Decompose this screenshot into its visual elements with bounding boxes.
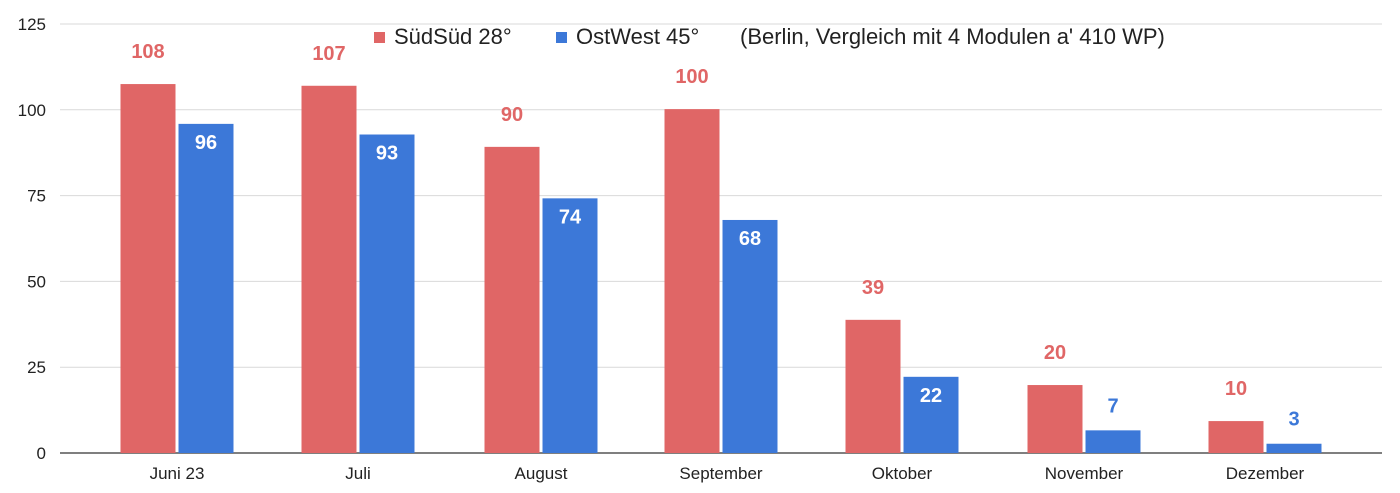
bar-series-1 xyxy=(903,376,959,453)
legend-note: (Berlin, Vergleich mit 4 Modulen a' 410 … xyxy=(740,24,1165,49)
x-tick-label: Juli xyxy=(345,464,371,483)
x-tick-label: November xyxy=(1045,464,1124,483)
y-tick-label: 0 xyxy=(37,444,46,463)
x-tick-label: August xyxy=(515,464,568,483)
bar-series-1 xyxy=(1085,430,1141,453)
data-label-series-0: 20 xyxy=(1044,342,1066,364)
data-label-series-0: 10 xyxy=(1225,378,1247,400)
data-label-series-1: 68 xyxy=(739,228,761,250)
data-label-series-1: 74 xyxy=(559,206,582,228)
data-label-series-1: 96 xyxy=(195,132,217,154)
bar-series-1 xyxy=(359,134,415,453)
bars xyxy=(120,84,1322,454)
bar-series-0 xyxy=(120,84,176,453)
bar-series-0 xyxy=(484,146,540,453)
y-tick-label: 100 xyxy=(18,101,46,120)
bar-series-1 xyxy=(542,198,598,453)
x-axis-ticks: Juni 23 Juli August September Oktober Novembe… xyxy=(150,464,1305,483)
legend: SüdSüd 28° OstWest 45° (Berlin, Vergleic… xyxy=(374,24,1165,49)
data-label-series-1: 22 xyxy=(920,385,942,407)
data-label-series-0: 39 xyxy=(862,277,884,299)
legend-swatch-series-1 xyxy=(556,32,567,43)
bar-series-1 xyxy=(722,219,778,453)
gridlines xyxy=(60,23,1382,454)
bar-series-0 xyxy=(1208,421,1264,453)
legend-swatch-series-0 xyxy=(374,32,385,43)
x-tick-label: September xyxy=(679,464,762,483)
data-label-series-1: 7 xyxy=(1107,395,1118,417)
bar-series-1 xyxy=(178,123,234,453)
data-label-series-1: 93 xyxy=(376,143,398,165)
bar-series-0 xyxy=(301,85,357,453)
y-tick-label: 75 xyxy=(27,187,46,206)
data-label-series-0: 100 xyxy=(675,66,708,88)
data-label-series-1: 3 xyxy=(1288,409,1299,431)
y-tick-label: 50 xyxy=(27,272,46,291)
x-tick-label: Oktober xyxy=(872,464,933,483)
data-labels: 108 96 107 93 90 74 100 68 39 22 20 7 10 3 xyxy=(131,41,1299,431)
data-label-series-0: 107 xyxy=(312,43,345,65)
bar-series-0 xyxy=(1027,385,1083,453)
y-axis-ticks: 0 25 50 75 100 125 xyxy=(18,15,46,463)
legend-label-series-1: OstWest 45° xyxy=(576,24,699,49)
data-label-series-0: 108 xyxy=(131,41,164,63)
legend-label-series-0: SüdSüd 28° xyxy=(394,24,512,49)
x-tick-label: Juni 23 xyxy=(150,464,205,483)
bar-series-0 xyxy=(664,109,720,454)
y-tick-label: 25 xyxy=(27,358,46,377)
bar-series-1 xyxy=(1266,443,1322,453)
y-tick-label: 125 xyxy=(18,15,46,34)
bar-series-0 xyxy=(845,319,901,453)
data-label-series-0: 90 xyxy=(501,104,523,126)
x-tick-label: Dezember xyxy=(1226,464,1305,483)
